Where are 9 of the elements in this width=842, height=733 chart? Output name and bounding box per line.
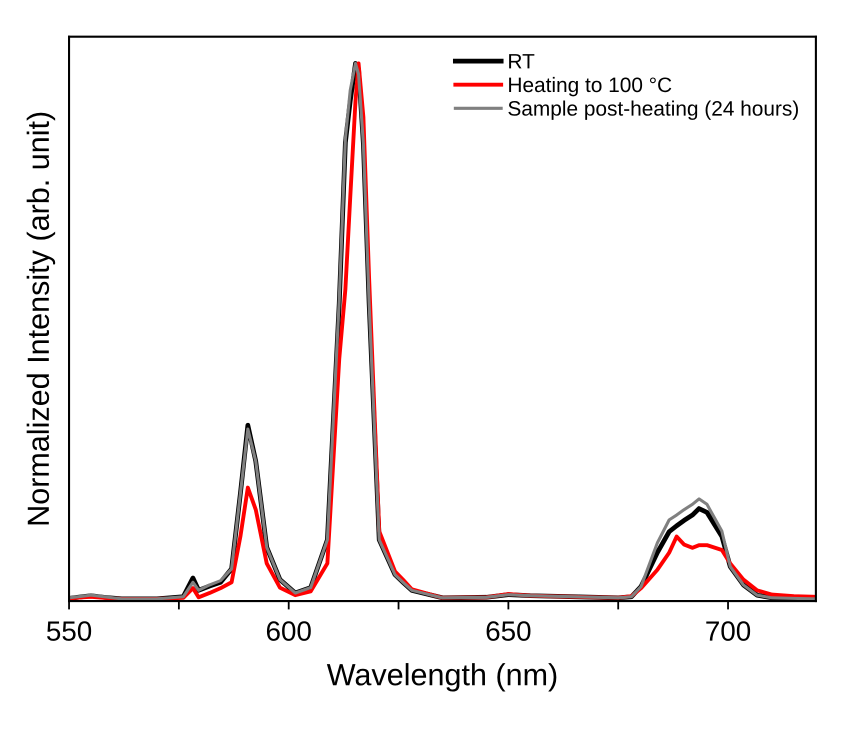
x-tick-label: 700	[706, 621, 750, 641]
legend-label: Heating to 100 °C	[509, 76, 672, 96]
x-tick-label: 550	[46, 621, 92, 641]
x-tick-label: 600	[266, 621, 311, 641]
y-axis-title: Normalized Intensity (arb. unit)	[26, 112, 56, 524]
legend-label: RT	[509, 54, 534, 68]
x-axis-title: Wavelength (nm)	[326, 663, 556, 692]
legend-label: Sample post-heating (24 hours)	[508, 100, 798, 120]
x-tick-label: 650	[486, 621, 530, 641]
